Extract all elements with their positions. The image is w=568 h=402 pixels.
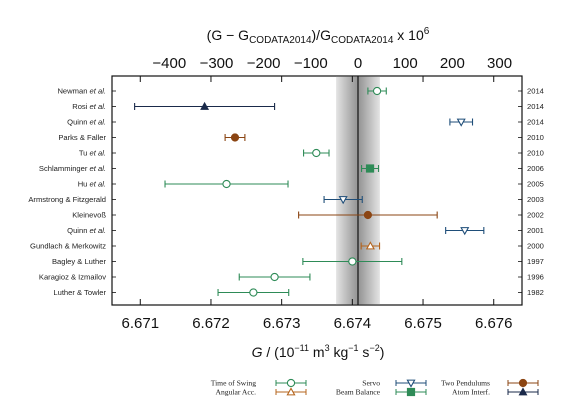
row-label: Parks & Faller — [58, 133, 106, 142]
x2-tick-label: −300 — [200, 55, 234, 72]
data-point — [460, 227, 470, 236]
row-label: Bagley & Luther — [52, 257, 107, 266]
row-year: 2010 — [527, 133, 544, 142]
row-year: 2010 — [527, 149, 544, 158]
bottom-axis-title: G / (10−11 m3 kg−1 s−2) — [252, 343, 385, 360]
x-tick-label: 6.675 — [404, 315, 442, 332]
row-year: 2014 — [527, 118, 544, 127]
row-label: Luther & Towler — [53, 288, 106, 297]
legend-label: Beam Balance — [336, 388, 381, 397]
row-label: Newman et al. — [57, 87, 106, 96]
plot-frame — [111, 75, 523, 306]
row-year: 2003 — [527, 195, 544, 204]
data-point — [456, 118, 466, 127]
row-year: 2014 — [527, 102, 544, 111]
data-point — [363, 210, 372, 220]
x2-tick-label: −200 — [247, 55, 281, 72]
data-point — [249, 288, 258, 297]
legend-label: Angular Acc. — [216, 388, 257, 397]
x2-tick-label: −100 — [294, 55, 328, 72]
row-year: 2005 — [527, 180, 544, 189]
row-year: 1996 — [527, 273, 544, 282]
row-year: 1982 — [527, 288, 544, 297]
legend-marker — [286, 378, 296, 388]
row-year: 1997 — [527, 257, 544, 266]
data-point — [200, 101, 210, 110]
x2-tick-label: 0 — [354, 55, 362, 72]
x-tick-label: 6.676 — [475, 315, 513, 332]
plot-area: 6.671 6.672 6.673 6.674 6.675 6.676 −400 −300 −2… — [28, 55, 544, 332]
data-point — [222, 179, 231, 189]
top-axis-title: (G − GCODATA2014)/GCODATA2014 x 106 — [207, 26, 430, 46]
x2-tick-label: 100 — [393, 55, 418, 72]
legend-marker — [518, 387, 528, 396]
legend-marker — [518, 378, 528, 388]
row-year: 2006 — [527, 164, 544, 173]
legend-label: Time of Swing — [211, 379, 256, 388]
row-label: Gundlach & Merkowitz — [30, 242, 106, 251]
row-label: Quinn et al. — [67, 118, 106, 127]
legend-marker — [286, 387, 296, 396]
row-label: Kleinevoß — [72, 211, 106, 220]
chart-legend: Time of Swing Servo Two Pendulums Angular A… — [211, 378, 539, 397]
x-tick-label: 6.674 — [334, 315, 372, 332]
row-year: 2002 — [527, 211, 544, 220]
x-tick-label: 6.672 — [192, 315, 230, 332]
x2-tick-label: −400 — [152, 55, 186, 72]
row-label: Tu et al. — [79, 149, 106, 158]
legend-marker — [406, 387, 416, 397]
legend-label: Two Pendulums — [441, 379, 490, 388]
data-point — [338, 196, 348, 205]
data-point — [348, 257, 357, 266]
x2-tick-label: 200 — [440, 55, 465, 72]
row-label: Armstrong & Fitzgerald — [28, 195, 106, 204]
data-point — [372, 86, 382, 96]
row-label: Rosi et al. — [72, 102, 106, 111]
row-year: 2001 — [527, 226, 544, 235]
legend-marker — [406, 379, 416, 388]
legend-label: Servo — [362, 379, 380, 388]
data-point — [365, 241, 375, 250]
row-label: Hu et al. — [78, 180, 106, 189]
x-tick-label: 6.673 — [263, 315, 301, 332]
data-point — [270, 272, 279, 282]
x-tick-label: 6.671 — [122, 315, 160, 332]
data-point — [312, 148, 321, 158]
row-year: 2014 — [527, 87, 544, 96]
row-year: 2000 — [527, 242, 544, 251]
row-label: Karagioz & Izmailov — [39, 273, 106, 282]
data-point — [365, 164, 375, 173]
x2-tick-label: 300 — [487, 55, 512, 72]
row-label: Schlamminger et al. — [39, 164, 106, 173]
data-point — [230, 133, 240, 142]
legend-label: Atom Interf. — [452, 388, 490, 397]
row-label: Quinn et al. — [67, 226, 106, 235]
